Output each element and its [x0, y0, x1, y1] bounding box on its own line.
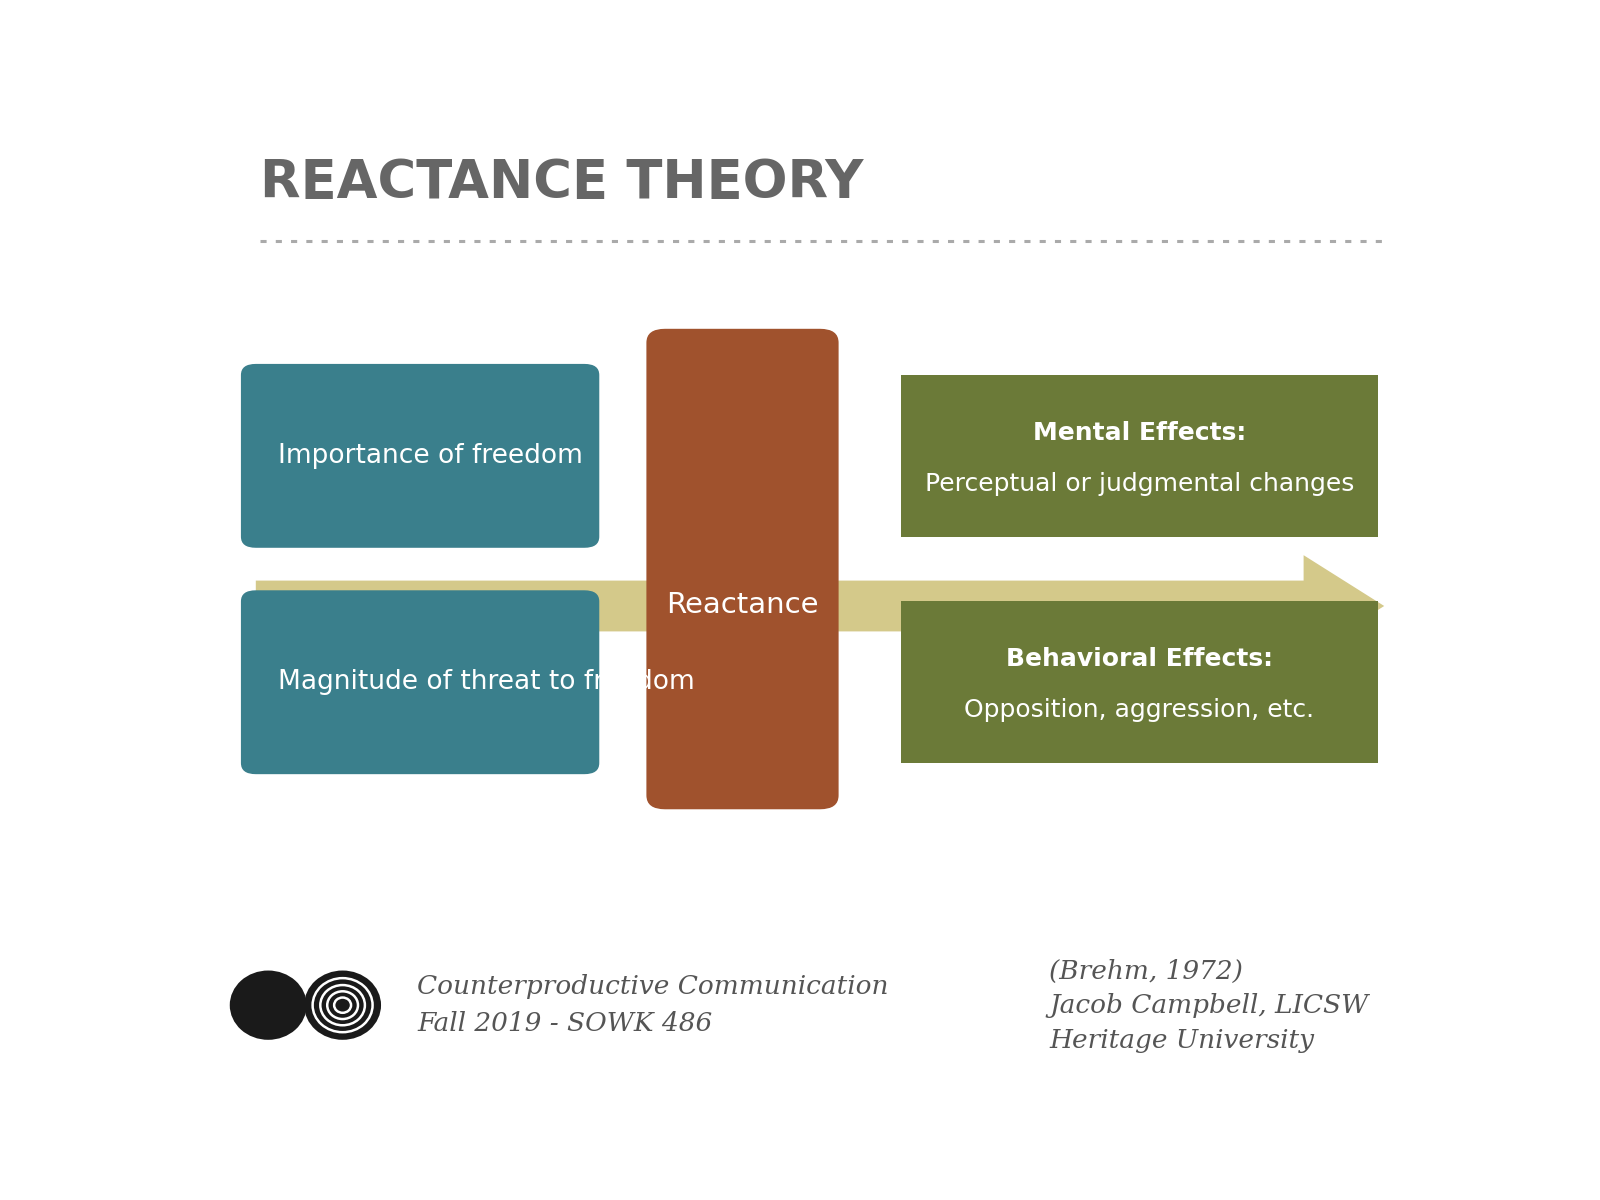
- Ellipse shape: [304, 971, 381, 1040]
- Text: Reactance: Reactance: [666, 592, 819, 619]
- Polygon shape: [256, 556, 1384, 656]
- Text: Mental Effects:: Mental Effects:: [1032, 421, 1246, 445]
- Text: Opposition, aggression, etc.: Opposition, aggression, etc.: [965, 698, 1314, 722]
- Text: (Brehm, 1972): (Brehm, 1972): [1050, 959, 1243, 984]
- Text: Fall 2019 - SOWK 486: Fall 2019 - SOWK 486: [418, 1012, 712, 1036]
- Text: Jacob Campbell, LICSW: Jacob Campbell, LICSW: [1050, 992, 1368, 1018]
- Text: Heritage University: Heritage University: [1050, 1027, 1315, 1052]
- Text: REACTANCE THEORY: REACTANCE THEORY: [259, 157, 862, 209]
- FancyBboxPatch shape: [242, 364, 600, 547]
- Text: Magnitude of threat to freedom: Magnitude of threat to freedom: [278, 670, 694, 695]
- Text: Perceptual or judgmental changes: Perceptual or judgmental changes: [925, 472, 1354, 496]
- FancyBboxPatch shape: [901, 601, 1378, 763]
- Ellipse shape: [230, 971, 307, 1040]
- Text: Behavioral Effects:: Behavioral Effects:: [1006, 647, 1274, 671]
- FancyBboxPatch shape: [901, 374, 1378, 536]
- FancyBboxPatch shape: [646, 329, 838, 809]
- Text: Importance of freedom: Importance of freedom: [278, 443, 582, 469]
- Text: Counterproductive Communication: Counterproductive Communication: [418, 974, 888, 1000]
- FancyBboxPatch shape: [242, 590, 600, 774]
